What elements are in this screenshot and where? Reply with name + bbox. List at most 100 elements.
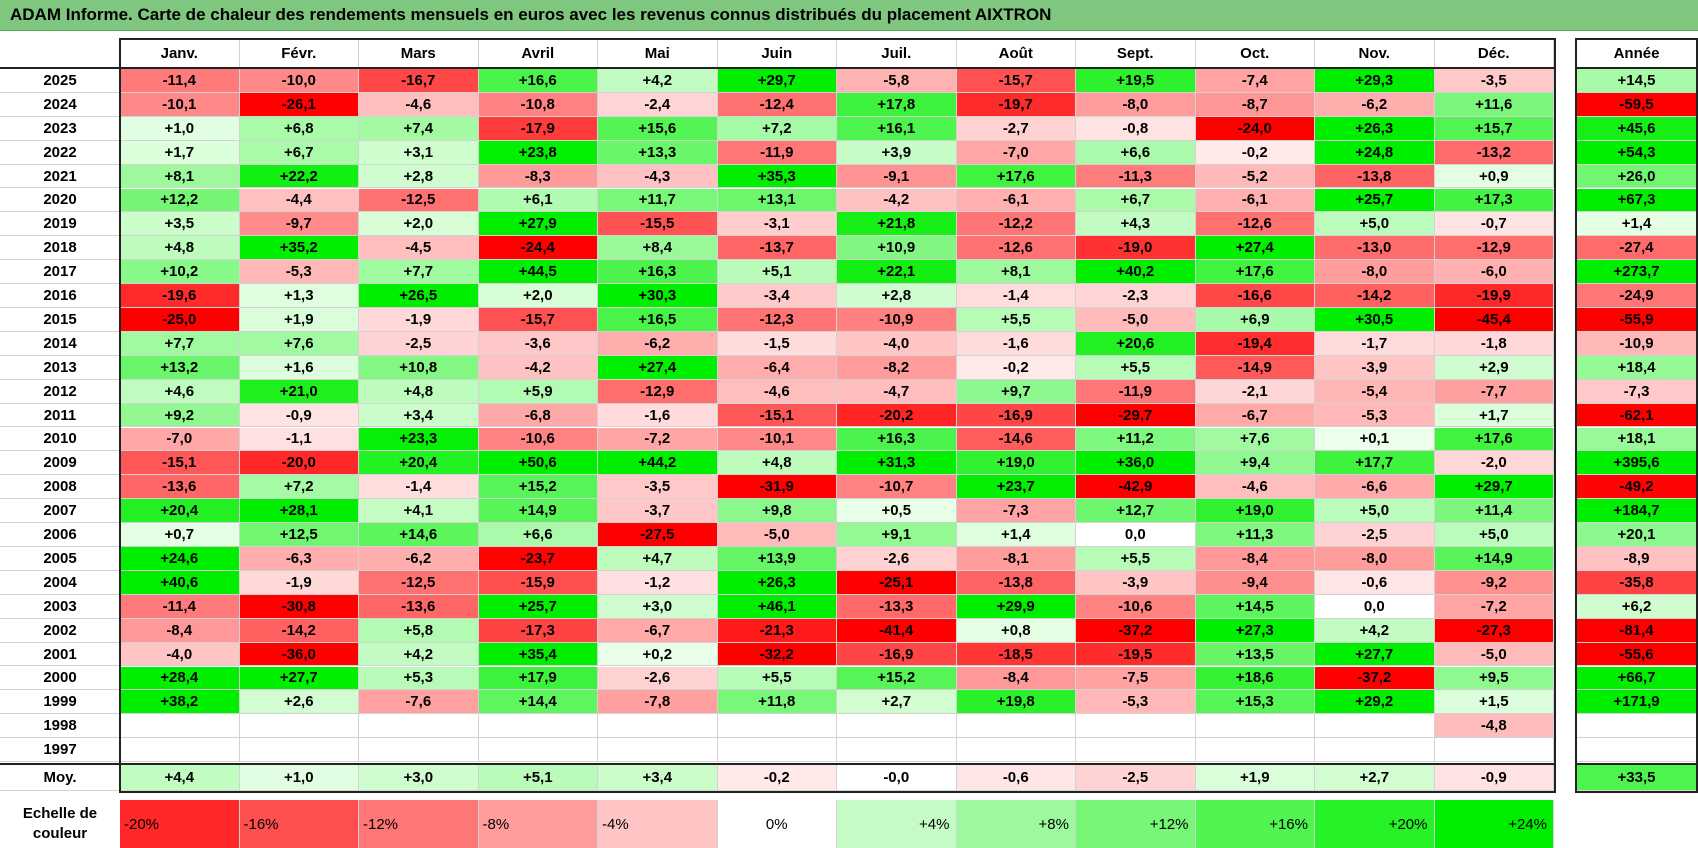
heatmap-cell: -13,2 bbox=[1434, 140, 1554, 165]
heatmap-cell: +19,0 bbox=[956, 451, 1076, 476]
heatmap-cell: -11,4 bbox=[120, 69, 240, 93]
heatmap-cell: +2,8 bbox=[837, 284, 957, 308]
heatmap-cell: -10,7 bbox=[837, 475, 957, 500]
heatmap-cell: -3,1 bbox=[717, 212, 837, 237]
heatmap-cell: +0,8 bbox=[956, 618, 1076, 643]
annual-cell: +6,2 bbox=[1576, 594, 1698, 619]
year-label: 2012 bbox=[0, 379, 120, 404]
color-scale-step: -12% bbox=[359, 800, 479, 848]
heatmap-cell: +19,8 bbox=[956, 690, 1076, 715]
heatmap-cell: -8,2 bbox=[837, 355, 957, 380]
heatmap-cell: +28,4 bbox=[120, 666, 240, 691]
heatmap-cell bbox=[1076, 738, 1196, 763]
month-header: Févr. bbox=[239, 40, 359, 68]
heatmap-cell: -0,2 bbox=[956, 355, 1076, 380]
heatmap-cell: -20,2 bbox=[837, 403, 957, 428]
heatmap-cell: -17,3 bbox=[478, 618, 598, 643]
annual-cell: -55,6 bbox=[1576, 642, 1698, 667]
heatmap-cell: -12,9 bbox=[598, 379, 718, 404]
heatmap-cell: +2,0 bbox=[478, 284, 598, 308]
heatmap-cell: +0,9 bbox=[1434, 164, 1554, 189]
average-cell: +4,4 bbox=[120, 765, 240, 791]
heatmap-cell: -8,4 bbox=[956, 666, 1076, 691]
year-label: 2015 bbox=[0, 308, 120, 332]
year-label: 2006 bbox=[0, 523, 120, 547]
heatmap-cell: +17,3 bbox=[1434, 188, 1554, 213]
heatmap-cell: -12,6 bbox=[1195, 212, 1315, 237]
year-label: 2000 bbox=[0, 666, 120, 691]
heatmap-cell: -2,5 bbox=[1315, 523, 1435, 547]
heatmap-cell: +9,1 bbox=[837, 523, 957, 547]
heatmap-cell: -2,3 bbox=[1076, 284, 1196, 308]
heatmap-cell: +23,7 bbox=[956, 475, 1076, 500]
heatmap-cell: +14,6 bbox=[359, 523, 479, 547]
heatmap-cell: +20,4 bbox=[359, 451, 479, 476]
heatmap-cell: +20,6 bbox=[1076, 331, 1196, 356]
average-label: Moy. bbox=[0, 765, 120, 791]
heatmap-cell: -0,9 bbox=[239, 403, 359, 428]
average-cell: -2,5 bbox=[1076, 765, 1196, 791]
heatmap-cell: +16,3 bbox=[598, 260, 718, 285]
heatmap-cell: +13,3 bbox=[598, 140, 718, 165]
year-label: 2023 bbox=[0, 116, 120, 141]
heatmap-cell: +40,2 bbox=[1076, 260, 1196, 285]
month-header: Avril bbox=[478, 40, 598, 68]
annual-cell: -24,9 bbox=[1576, 284, 1698, 308]
heatmap-cell: +5,0 bbox=[1434, 523, 1554, 547]
heatmap-cell: -16,6 bbox=[1195, 284, 1315, 308]
heatmap-cell: +8,1 bbox=[956, 260, 1076, 285]
heatmap-cell: -7,2 bbox=[598, 427, 718, 452]
heatmap-cell: -5,3 bbox=[1076, 690, 1196, 715]
heatmap-cell: -29,7 bbox=[1076, 403, 1196, 428]
heatmap-cell: -19,6 bbox=[120, 284, 240, 308]
heatmap-cell: -5,3 bbox=[1315, 403, 1435, 428]
heatmap-cell: -12,6 bbox=[956, 236, 1076, 261]
heatmap-cell: +5,9 bbox=[478, 379, 598, 404]
heatmap-cell bbox=[837, 738, 957, 763]
year-label: 2014 bbox=[0, 331, 120, 356]
heatmap-cell bbox=[837, 714, 957, 739]
heatmap-cell: -2,6 bbox=[598, 666, 718, 691]
heatmap-cell: +14,9 bbox=[478, 499, 598, 524]
heatmap-cell: -24,4 bbox=[478, 236, 598, 261]
heatmap-cell: -42,9 bbox=[1076, 475, 1196, 500]
heatmap-cell: +27,7 bbox=[239, 666, 359, 691]
heatmap-cell: +1,0 bbox=[120, 116, 240, 141]
heatmap-cell bbox=[1195, 714, 1315, 739]
heatmap-cell: -19,4 bbox=[1195, 331, 1315, 356]
heatmap-cell: -4,0 bbox=[837, 331, 957, 356]
heatmap-cell: -8,4 bbox=[120, 618, 240, 643]
heatmap-cell: -10,1 bbox=[717, 427, 837, 452]
annual-cell: -10,9 bbox=[1576, 331, 1698, 356]
annual-cell: +184,7 bbox=[1576, 499, 1698, 524]
month-header: Août bbox=[956, 40, 1076, 68]
heatmap-cell: +10,8 bbox=[359, 355, 479, 380]
average-cell: -0,0 bbox=[837, 765, 957, 791]
heatmap-cell: +7,4 bbox=[359, 116, 479, 141]
year-label: 2001 bbox=[0, 642, 120, 667]
heatmap-cell: -13,6 bbox=[120, 475, 240, 500]
heatmap-cell: +1,5 bbox=[1434, 690, 1554, 715]
heatmap-cell: +15,2 bbox=[478, 475, 598, 500]
heatmap-cell: -13,0 bbox=[1315, 236, 1435, 261]
heatmap-cell bbox=[1076, 714, 1196, 739]
annual-cell: -7,3 bbox=[1576, 379, 1698, 404]
heatmap-cell: +16,5 bbox=[598, 308, 718, 332]
heatmap-cell: -6,1 bbox=[1195, 188, 1315, 213]
heatmap-cell bbox=[1315, 738, 1435, 763]
heatmap-cell: -7,0 bbox=[956, 140, 1076, 165]
heatmap-cell bbox=[956, 738, 1076, 763]
year-label: 2020 bbox=[0, 188, 120, 213]
heatmap-cell: +3,4 bbox=[359, 403, 479, 428]
annual-cell: -62,1 bbox=[1576, 403, 1698, 428]
heatmap-cell: -16,7 bbox=[359, 69, 479, 93]
heatmap-cell: -6,8 bbox=[478, 403, 598, 428]
annual-cell: +26,0 bbox=[1576, 164, 1698, 189]
heatmap-cell: +29,7 bbox=[1434, 475, 1554, 500]
heatmap-cell: +20,4 bbox=[120, 499, 240, 524]
heatmap-cell: -10,6 bbox=[1076, 594, 1196, 619]
annual-cell: +273,7 bbox=[1576, 260, 1698, 285]
year-label: 2013 bbox=[0, 355, 120, 380]
heatmap-cell: -27,3 bbox=[1434, 618, 1554, 643]
heatmap-cell: -2,6 bbox=[837, 547, 957, 571]
